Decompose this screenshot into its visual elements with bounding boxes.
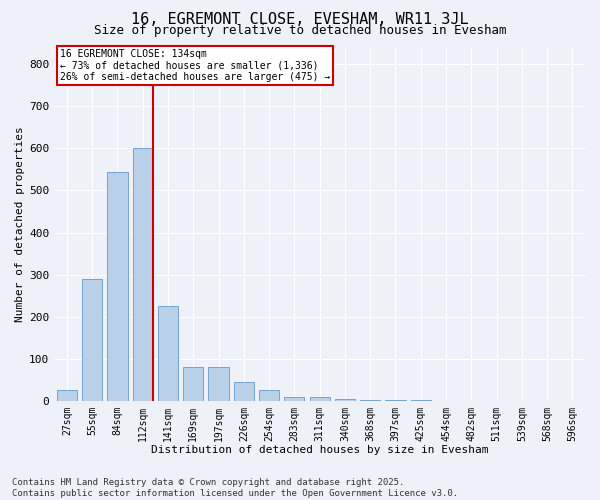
Bar: [234, 382, 254, 400]
Bar: [133, 148, 153, 400]
Text: 16, EGREMONT CLOSE, EVESHAM, WR11 3JL: 16, EGREMONT CLOSE, EVESHAM, WR11 3JL: [131, 12, 469, 28]
Bar: [82, 279, 102, 400]
Bar: [107, 172, 128, 400]
Bar: [335, 398, 355, 400]
Bar: [259, 390, 279, 400]
Text: Contains HM Land Registry data © Crown copyright and database right 2025.
Contai: Contains HM Land Registry data © Crown c…: [12, 478, 458, 498]
Bar: [208, 367, 229, 400]
X-axis label: Distribution of detached houses by size in Evesham: Distribution of detached houses by size …: [151, 445, 488, 455]
Bar: [310, 396, 330, 400]
Bar: [158, 306, 178, 400]
Text: 16 EGREMONT CLOSE: 134sqm
← 73% of detached houses are smaller (1,336)
26% of se: 16 EGREMONT CLOSE: 134sqm ← 73% of detac…: [59, 50, 330, 82]
Bar: [183, 367, 203, 400]
Bar: [284, 396, 304, 400]
Text: Size of property relative to detached houses in Evesham: Size of property relative to detached ho…: [94, 24, 506, 37]
Y-axis label: Number of detached properties: Number of detached properties: [15, 126, 25, 322]
Bar: [57, 390, 77, 400]
